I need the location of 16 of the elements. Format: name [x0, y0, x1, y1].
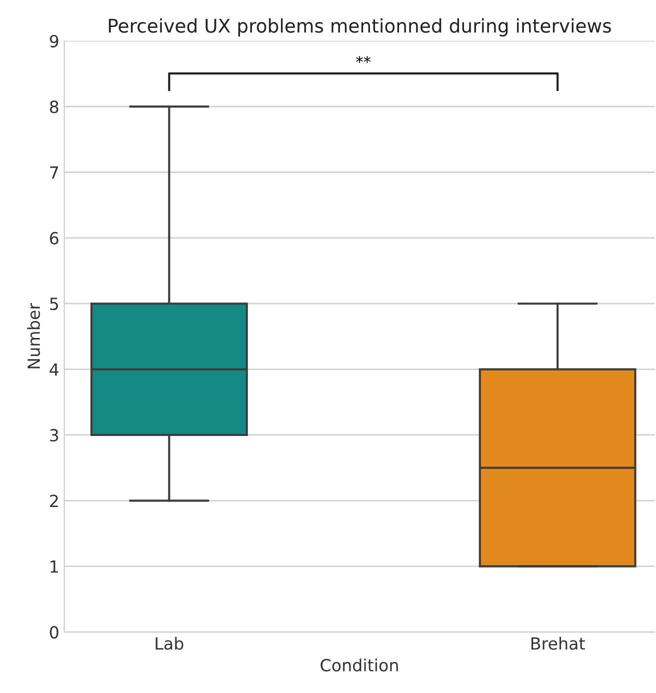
y-tick-label: 7 [50, 166, 58, 179]
chart-title: Perceived UX problems mentionned during interviews [108, 18, 611, 36]
y-tick-label: 5 [50, 298, 58, 310]
y-tick-label: 4 [50, 363, 58, 376]
y-tick-label: 0 [50, 626, 58, 639]
y-tick-label: 6 [50, 232, 58, 244]
x-tick-label: Lab [156, 636, 184, 650]
y-axis-title: Number [27, 302, 40, 368]
y-tick-label: 1 [50, 560, 58, 573]
x-tick-label: Brehat [531, 636, 585, 650]
y-tick-label: 9 [50, 34, 58, 48]
y-tick-label: 3 [50, 428, 58, 442]
y-tick-label: 8 [50, 100, 58, 114]
y-tick-label: 2 [50, 494, 58, 507]
annotation: ** [356, 56, 371, 63]
x-axis-title: Condition [320, 658, 398, 672]
